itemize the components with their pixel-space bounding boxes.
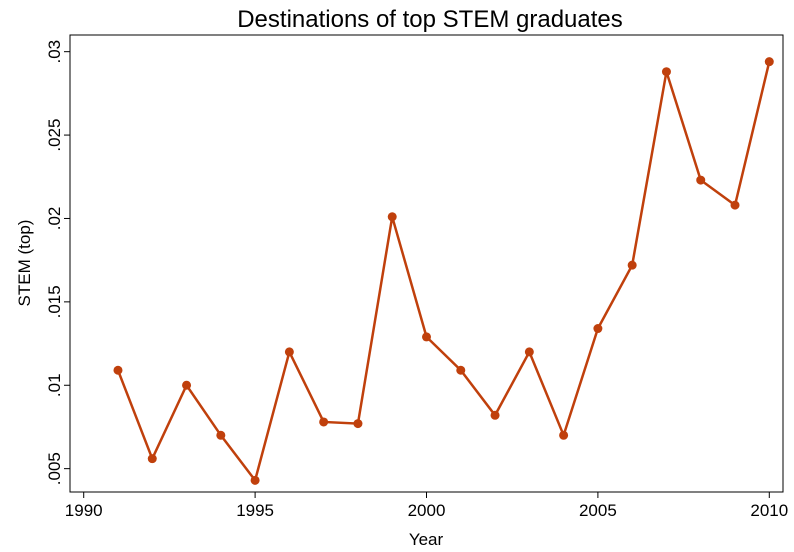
data-point: [696, 175, 706, 185]
chart-title: Destinations of top STEM graduates: [237, 6, 623, 33]
y-tick-label: .02: [45, 207, 64, 231]
data-point: [250, 475, 260, 485]
data-point: [490, 410, 500, 420]
data-point: [559, 430, 569, 440]
y-axis-title: STEM (top): [15, 220, 34, 307]
data-point: [661, 67, 671, 77]
data-point: [387, 212, 397, 222]
data-point: [456, 365, 466, 375]
data-point: [182, 380, 192, 390]
data-point: [627, 260, 637, 270]
data-line: [116, 61, 771, 484]
data-point: [284, 347, 294, 357]
y-tick-label: .01: [45, 373, 64, 397]
x-tick-label: 1990: [65, 501, 103, 520]
data-point: [764, 57, 774, 67]
x-axis-title: Year: [409, 530, 444, 549]
data-point: [524, 347, 534, 357]
x-tick-label: 2005: [579, 501, 617, 520]
x-tick-label: 2010: [750, 501, 788, 520]
data-point: [147, 454, 157, 464]
data-point: [113, 365, 123, 375]
y-tick-label: .005: [45, 452, 64, 485]
y-tick-label: .025: [45, 119, 64, 152]
data-point: [353, 419, 363, 429]
data-point: [319, 417, 329, 427]
data-point: [730, 200, 740, 210]
y-tick-label: .03: [45, 40, 64, 64]
y-tick-label: .015: [45, 285, 64, 318]
data-point: [216, 430, 226, 440]
x-tick-label: 1995: [236, 501, 274, 520]
data-point: [422, 332, 431, 342]
data-point: [593, 324, 603, 334]
x-tick-label: 2000: [408, 501, 446, 520]
